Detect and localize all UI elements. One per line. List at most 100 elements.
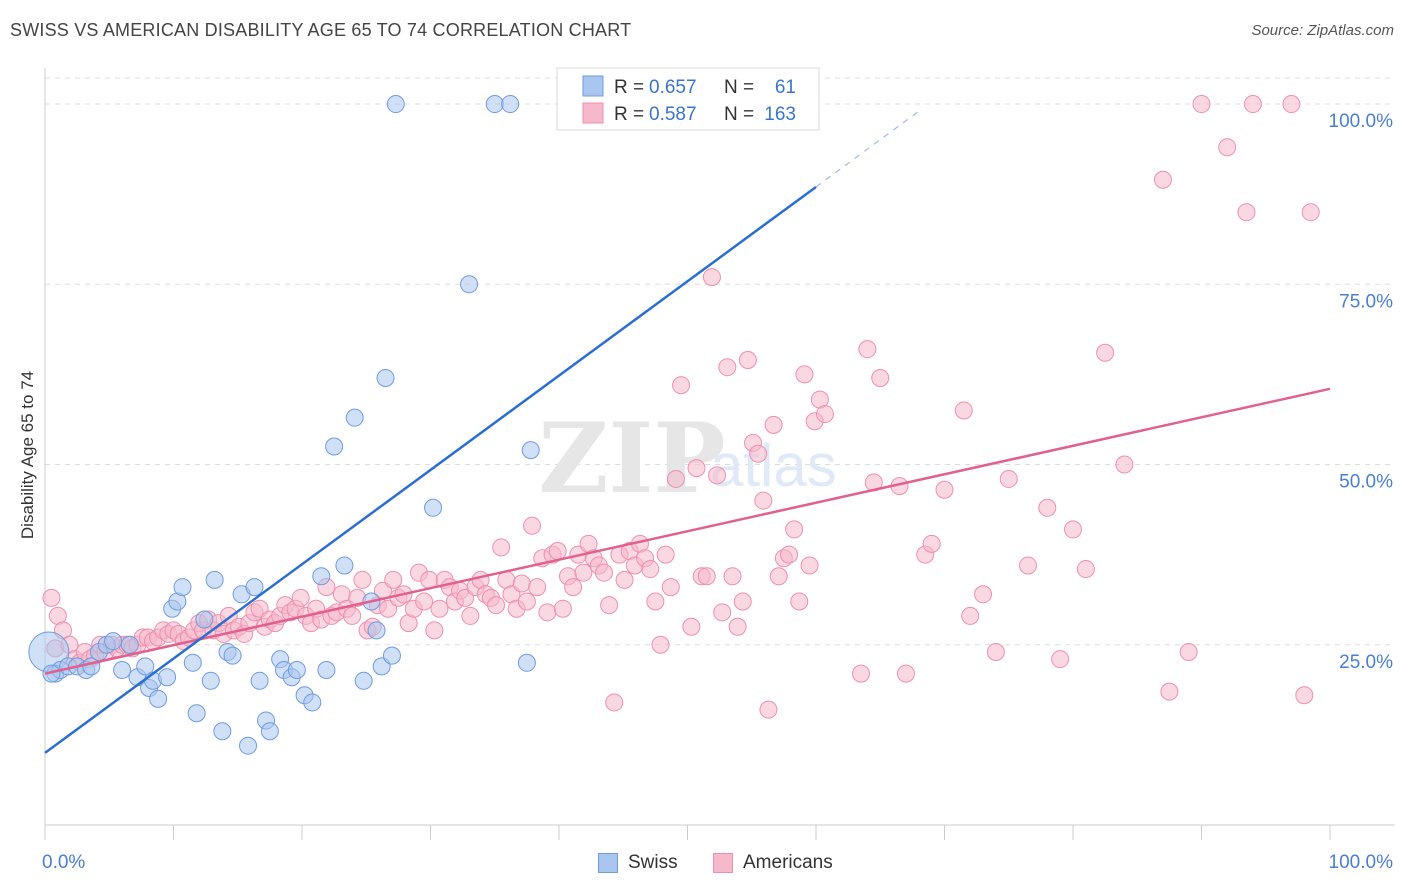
legend-label-americans: Americans xyxy=(743,852,833,873)
swiss-point xyxy=(187,704,206,723)
american-point xyxy=(935,480,954,499)
swiss-point xyxy=(460,275,479,294)
swiss-point xyxy=(335,556,354,575)
chart-title: SWISS VS AMERICAN DISABILITY AGE 65 TO 7… xyxy=(10,20,632,40)
legend-swatch-swiss-bottom xyxy=(598,853,618,873)
american-point xyxy=(723,567,742,586)
swiss-point xyxy=(317,660,336,679)
american-point xyxy=(1038,498,1057,517)
swiss-point xyxy=(205,570,224,589)
american-point xyxy=(420,570,439,589)
american-point xyxy=(795,365,814,384)
watermark: ZIP atlas xyxy=(538,402,836,515)
american-point xyxy=(1243,95,1262,114)
swiss-point xyxy=(250,671,269,690)
y-tick-label: 25.0% xyxy=(1339,652,1393,673)
american-point xyxy=(1115,455,1134,474)
american-point xyxy=(517,592,536,611)
american-point xyxy=(780,545,799,564)
american-point xyxy=(733,592,752,611)
source-label: Source: ZipAtlas.com xyxy=(1251,22,1394,39)
swiss-point xyxy=(517,653,536,672)
american-point xyxy=(713,603,732,622)
swiss-point xyxy=(113,660,132,679)
american-point xyxy=(986,642,1005,661)
swiss-point xyxy=(312,567,331,586)
american-point xyxy=(1076,560,1095,579)
american-point xyxy=(600,596,619,615)
american-point xyxy=(594,563,613,582)
american-point xyxy=(974,585,993,604)
swiss-point xyxy=(158,668,177,687)
legend-r-label-americans: R = xyxy=(614,104,644,125)
swiss-point xyxy=(386,95,405,114)
swiss-point xyxy=(382,646,401,665)
american-point xyxy=(687,459,706,478)
american-point xyxy=(641,560,660,579)
american-point xyxy=(1237,203,1256,222)
american-point xyxy=(461,606,480,625)
swiss-point xyxy=(136,657,155,676)
legend-n-label-americans: N = xyxy=(724,104,754,125)
american-point xyxy=(754,491,773,510)
legend-n-value-swiss: 61 xyxy=(775,77,796,98)
swiss-point xyxy=(367,621,386,640)
american-point xyxy=(646,592,665,611)
american-point xyxy=(1192,95,1211,114)
american-point xyxy=(800,556,819,575)
legend-item-swiss[interactable]: Swiss xyxy=(598,852,678,874)
legend-r-value-swiss: 0.657 xyxy=(649,77,697,98)
american-point xyxy=(605,693,624,712)
american-point xyxy=(353,570,372,589)
legend-swatch-americans-bottom xyxy=(713,853,733,873)
swiss-point xyxy=(195,610,214,629)
american-point xyxy=(749,444,768,463)
swiss-points xyxy=(28,95,723,755)
swiss-point xyxy=(501,95,520,114)
american-point xyxy=(574,563,593,582)
american-point xyxy=(759,700,778,719)
swiss-point xyxy=(42,664,61,683)
swiss-trend-line xyxy=(44,185,817,754)
legend-label-swiss: Swiss xyxy=(628,852,678,873)
american-point xyxy=(851,664,870,683)
legend-n-value-americans: 163 xyxy=(764,104,796,125)
x-tick-label: 0.0% xyxy=(42,852,85,873)
swiss-point xyxy=(245,578,264,597)
american-point xyxy=(785,520,804,539)
swiss-point xyxy=(120,635,139,654)
legend-r-label-swiss: R = xyxy=(614,77,644,98)
swiss-point xyxy=(183,653,202,672)
american-point xyxy=(1153,170,1172,189)
american-point xyxy=(708,466,727,485)
american-point xyxy=(291,588,310,607)
swiss-point xyxy=(345,408,364,427)
american-point xyxy=(42,588,61,607)
americans-trend-line xyxy=(44,387,1331,675)
american-point xyxy=(764,415,783,434)
american-point xyxy=(538,603,557,622)
watermark-zip: ZIP xyxy=(538,402,725,515)
american-point xyxy=(523,516,542,535)
swiss-point xyxy=(424,498,443,517)
swiss-point xyxy=(521,441,540,460)
american-point xyxy=(553,599,572,618)
trend-lines xyxy=(44,110,1331,754)
american-point xyxy=(666,469,685,488)
swiss-trend-extension xyxy=(815,110,920,188)
american-point xyxy=(343,606,362,625)
american-point xyxy=(1282,95,1301,114)
legend-swatch-americans xyxy=(582,102,604,124)
american-point xyxy=(896,664,915,683)
legend-item-americans[interactable]: Americans xyxy=(713,852,833,874)
american-point xyxy=(564,578,583,597)
american-point xyxy=(528,578,547,597)
american-point xyxy=(790,592,809,611)
american-point xyxy=(487,596,506,615)
y-tick-label: 75.0% xyxy=(1339,291,1393,312)
american-point xyxy=(384,570,403,589)
swiss-point xyxy=(376,369,395,388)
american-point xyxy=(728,617,747,636)
american-point xyxy=(615,570,634,589)
american-point xyxy=(738,350,757,369)
